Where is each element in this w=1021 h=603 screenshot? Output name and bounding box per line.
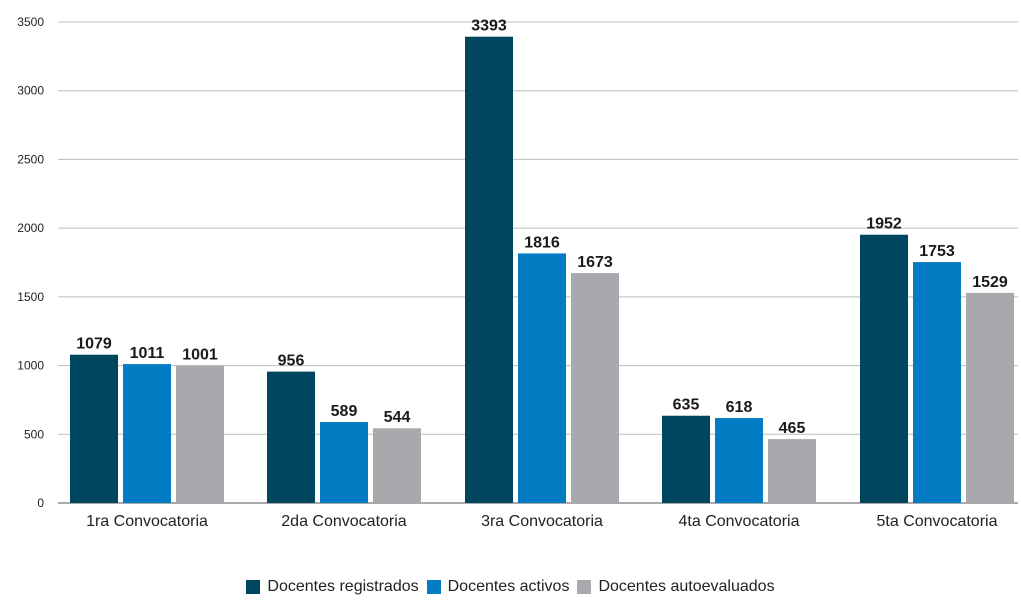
bar xyxy=(662,415,710,503)
data-label: 1816 xyxy=(524,234,560,251)
legend-label: Docentes activos xyxy=(447,578,570,595)
x-tick-label: 1ra Convocatoria xyxy=(86,513,208,530)
y-tick-label: 3000 xyxy=(17,84,44,98)
bar xyxy=(966,292,1014,503)
data-label: 1011 xyxy=(130,345,165,362)
bars xyxy=(70,36,1014,503)
legend-swatch xyxy=(426,580,441,594)
data-label: 618 xyxy=(726,399,753,416)
bar xyxy=(913,262,961,503)
data-label: 1079 xyxy=(76,336,112,353)
x-axis: 1ra Convocatoria 2da Convocatoria 3ra Conv… xyxy=(86,513,998,530)
bar xyxy=(518,253,566,503)
y-tick-label: 2500 xyxy=(17,152,44,166)
data-label: 1001 xyxy=(182,346,218,363)
bar xyxy=(571,273,619,503)
bar xyxy=(860,234,908,503)
bar xyxy=(465,36,513,503)
data-label: 956 xyxy=(278,353,305,370)
data-label: 1529 xyxy=(972,274,1008,291)
x-tick-label: 4ta Convocatoria xyxy=(679,513,800,530)
bar xyxy=(176,365,224,503)
data-label: 635 xyxy=(673,397,700,414)
x-tick-label: 2da Convocatoria xyxy=(281,513,407,530)
bar xyxy=(123,364,171,503)
y-tick-label: 1500 xyxy=(17,290,44,304)
bar xyxy=(768,439,816,503)
legend-item: Docentes activos xyxy=(426,578,570,596)
legend: Docentes registrados Docentes activos Doce… xyxy=(0,578,1021,596)
bar xyxy=(715,418,763,503)
x-tick-label: 5ta Convocatoria xyxy=(877,513,998,530)
y-tick-label: 0 xyxy=(37,496,44,510)
y-axis: 0 500 1000 1500 2000 2500 3000 3500 xyxy=(17,15,44,510)
data-label: 1673 xyxy=(577,254,613,271)
data-label: 1753 xyxy=(919,243,955,260)
y-tick-label: 3500 xyxy=(17,15,44,29)
data-label: 589 xyxy=(331,403,358,420)
data-label: 1952 xyxy=(866,216,902,233)
bar xyxy=(267,371,315,503)
legend-item: Docentes registrados xyxy=(246,578,419,596)
data-label: 544 xyxy=(384,409,411,426)
bar xyxy=(373,428,421,503)
legend-swatch xyxy=(246,580,261,594)
y-tick-label: 2000 xyxy=(17,221,44,235)
legend-label: Docentes autoevaluados xyxy=(598,578,775,595)
bar xyxy=(320,422,368,503)
data-label: 3393 xyxy=(471,18,507,35)
data-label: 465 xyxy=(779,420,806,437)
legend-swatch xyxy=(577,580,592,594)
bar xyxy=(70,354,118,503)
legend-label: Docentes registrados xyxy=(267,578,419,595)
legend-item: Docentes autoevaluados xyxy=(577,578,775,596)
y-tick-label: 500 xyxy=(24,427,44,441)
y-tick-label: 1000 xyxy=(17,359,44,373)
x-tick-label: 3ra Convocatoria xyxy=(481,513,603,530)
data-labels: 1079 1011 1001 956 589 544 3393 1816 1673 635 618 4… xyxy=(76,18,1008,437)
